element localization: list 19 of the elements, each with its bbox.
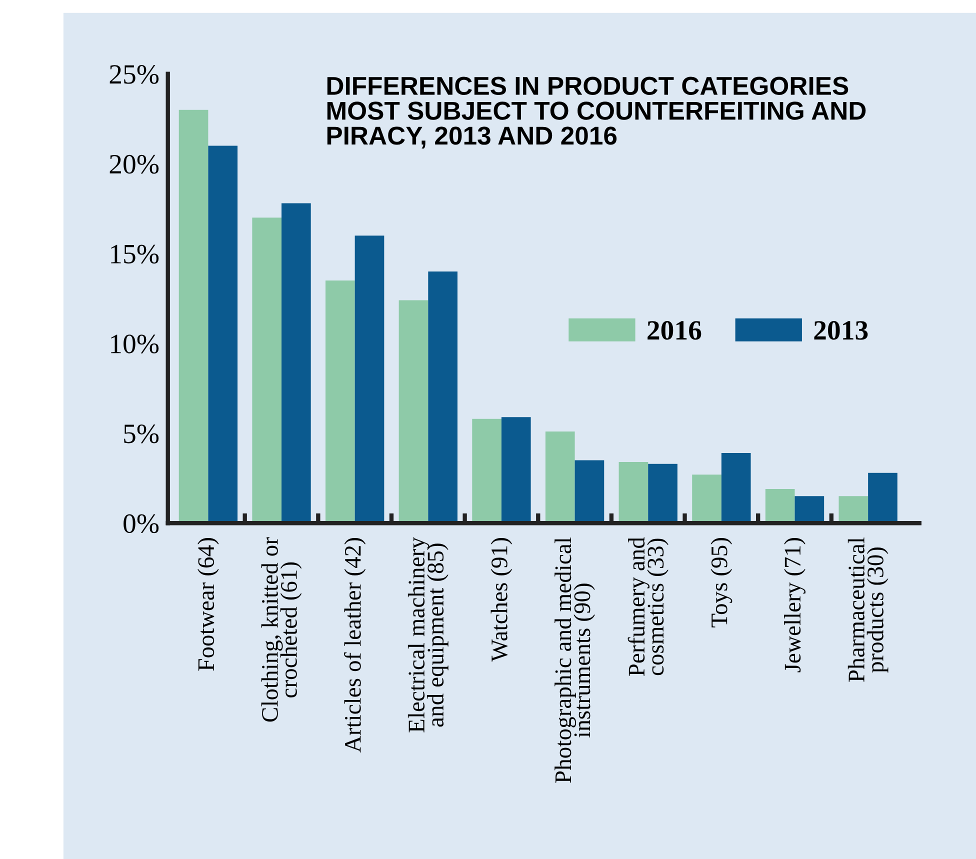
x-tick-label: Perfumery and cosmetics (33)	[628, 537, 668, 676]
text: DIFFERENCES IN PRODUCT CATEGORIES MOST SUBJECT TO COUNTERFEITING AND PIRACY, 2013 AND 2016	[327, 76, 866, 148]
x-tick-label: Toys (95)	[710, 538, 732, 628]
x-tick-label: Articles of leather (42)	[344, 538, 366, 752]
legend-label: 2013	[814, 320, 868, 340]
x-tick-label: Clothing, knitted or crocheted (61)	[261, 537, 302, 722]
x-tick-label: Electrical machinery and equipment (85)	[408, 537, 448, 732]
x-tick-label: Jewellery (71)	[784, 538, 806, 672]
y-tick-label: 20%	[110, 154, 159, 174]
y-tick-label: 0%	[124, 514, 159, 534]
x-tick-label: Watches (91)	[490, 538, 512, 662]
y-tick-label: 10%	[111, 334, 159, 354]
y-tick-label: 25%	[110, 65, 159, 84]
y-tick-label: 15%	[111, 244, 159, 264]
x-tick-label: Photographic and medical instruments (90)	[554, 537, 596, 783]
y-tick-label: 5%	[124, 424, 159, 444]
legend-label: 2016	[648, 320, 702, 340]
x-tick-label: Pharmaceutical products (30)	[848, 537, 888, 682]
x-tick-label: Footwear (64)	[197, 538, 219, 671]
